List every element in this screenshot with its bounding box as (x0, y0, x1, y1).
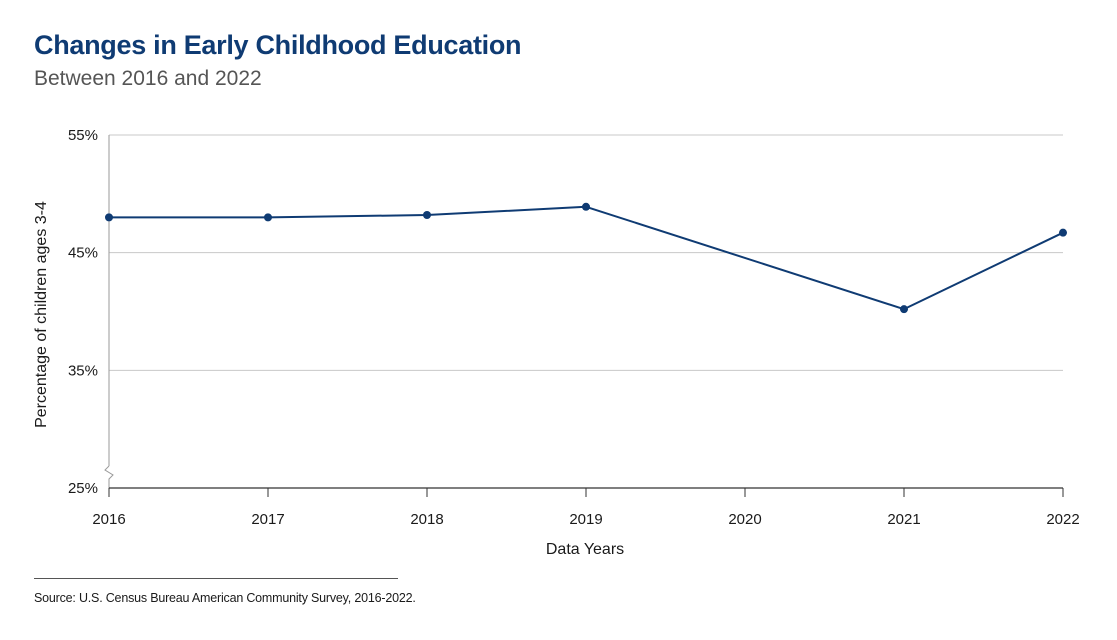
data-point (264, 213, 272, 222)
axes (104, 135, 1064, 497)
series-line (109, 205, 1064, 311)
data-point (1059, 228, 1067, 237)
data-point (105, 213, 113, 222)
source-note: Source: U.S. Census Bureau American Comm… (34, 591, 416, 605)
chart-subtitle: Between 2016 and 2022 (34, 67, 262, 90)
x-tick-label: 2019 (569, 511, 602, 528)
x-tick-label: 2016 (92, 511, 125, 528)
x-tick-label: 2020 (728, 511, 761, 528)
data-point (423, 211, 431, 220)
x-tick-label: 2021 (887, 511, 920, 528)
x-axis-title: Data Years (546, 541, 624, 558)
x-tick-label: 2017 (251, 511, 284, 528)
line-chart: 25% 35% 45% 55% 2016 2017 2018 2019 2020 2021 2022… (33, 127, 1080, 558)
x-tick-label: 2022 (1046, 511, 1079, 528)
data-point (582, 202, 590, 211)
y-axis-title: Percentage of children ages 3-4 (33, 201, 50, 428)
data-series (105, 202, 1067, 314)
y-tick-label: 55% (68, 127, 98, 144)
tick-labels: 25% 35% 45% 55% 2016 2017 2018 2019 2020 2021 2022 (68, 127, 1080, 528)
y-tick-label: 45% (68, 245, 98, 262)
data-point (900, 305, 908, 314)
x-tick-label: 2018 (410, 511, 443, 528)
source-divider (34, 578, 398, 579)
axis-break (104, 465, 114, 488)
y-tick-label: 25% (68, 480, 98, 497)
gridlines (109, 134, 1063, 371)
chart-title: Changes in Early Childhood Education (34, 30, 522, 60)
y-tick-label: 35% (68, 362, 98, 379)
